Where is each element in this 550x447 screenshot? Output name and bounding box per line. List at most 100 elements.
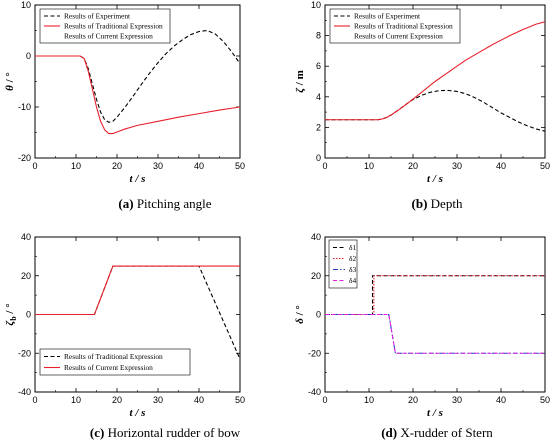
x-tick-label: 20 <box>408 395 418 405</box>
y-tick-label: 2 <box>316 122 321 132</box>
x-tick-label: 10 <box>71 395 81 405</box>
legend-box <box>329 8 461 44</box>
x-tick-label: 50 <box>540 395 550 405</box>
y-axis-label: θ / ° <box>4 72 16 91</box>
legend-box <box>39 348 191 376</box>
series-line-4 <box>325 313 545 354</box>
x-tick-label: 50 <box>540 161 550 171</box>
x-tick-label: 40 <box>496 161 506 171</box>
y-axis-label-part: ζ <box>294 87 306 93</box>
caption-d-text: X-rudder of Stern <box>400 425 493 440</box>
series-line-2 <box>325 275 545 316</box>
series-line-1 <box>325 89 545 132</box>
y-axis-label-part: θ <box>4 85 16 91</box>
y-axis-label-part: / ° <box>4 72 16 85</box>
x-tick-label: 10 <box>364 395 374 405</box>
legend-label-3: δ3 <box>349 265 356 274</box>
y-axis-label-part: ζ <box>4 320 16 326</box>
y-tick-label: 0 <box>316 153 321 163</box>
caption-c-text: Horizontal rudder of bow <box>107 425 241 440</box>
legend-label-1: Results of Experiment <box>354 12 421 21</box>
x-axis-label: t / s <box>427 407 443 419</box>
y-tick-label: 8 <box>316 31 321 41</box>
y-tick-label: 40 <box>311 232 321 242</box>
series-line-1 <box>35 29 240 123</box>
y-axis-label: ζb / ° <box>4 303 18 325</box>
legend-label-4: δ4 <box>349 276 356 285</box>
legend-label-1: Results of Traditional Expression <box>64 352 163 361</box>
y-axis-label-part: δ <box>294 318 306 324</box>
legend-label-2: Results of Current Expression <box>64 363 153 372</box>
chart-a: 0 10 20 30 40 50 -20 -10 0 10 t / s θ / ° Results of… <box>4 0 245 185</box>
legend-label-2: Results of Traditional Expression <box>64 22 163 31</box>
x-tick-label: 40 <box>496 395 506 405</box>
x-tick-label: 10 <box>364 161 374 171</box>
series-line-2 <box>325 21 545 121</box>
x-tick-label: 20 <box>112 161 122 171</box>
legend-label-3: Results of Current Expression <box>354 32 443 41</box>
legend-label-2: δ2 <box>349 254 356 263</box>
legend-label-1: Results of Experiment <box>64 12 131 21</box>
x-tick-label: 50 <box>235 395 245 405</box>
x-tick-label: 20 <box>112 395 122 405</box>
x-tick-label: 0 <box>322 161 327 171</box>
series-line-2 <box>35 55 240 135</box>
y-tick-label: 10 <box>311 0 321 10</box>
chart-c: 0 10 20 30 40 50 -40 -20 0 20 40 t / s ζb / ° Results… <box>4 232 245 419</box>
y-tick-label: 0 <box>26 310 31 320</box>
y-tick-label: 6 <box>316 61 321 71</box>
x-tick-label: 30 <box>153 161 163 171</box>
x-axis-label: t / s <box>130 173 146 185</box>
legend-label-2: Results of Traditional Expression <box>354 22 453 31</box>
x-tick-label: 0 <box>32 395 37 405</box>
y-tick-label: 4 <box>316 92 321 102</box>
y-axis-label-part: / ° <box>294 305 306 318</box>
x-tick-label: 40 <box>194 161 204 171</box>
y-axis-label-part: / ° <box>4 303 16 316</box>
x-tick-label: 30 <box>452 161 462 171</box>
x-tick-label: 0 <box>32 161 37 171</box>
y-tick-label: 0 <box>26 51 31 61</box>
y-tick-label: 0 <box>316 310 321 320</box>
x-axis-label: t / s <box>130 407 146 419</box>
y-tick-label: -40 <box>18 387 31 397</box>
y-axis-label: δ / ° <box>294 305 306 324</box>
series-line-2 <box>35 265 240 316</box>
legend-box <box>39 8 171 44</box>
y-tick-label: 20 <box>311 271 321 281</box>
x-axis-label: t / s <box>427 173 443 185</box>
series-line-1 <box>35 265 240 360</box>
y-tick-label: -40 <box>308 387 321 397</box>
caption-b: (b) Depth <box>327 196 547 212</box>
caption-a-text: Pitching angle <box>136 196 212 211</box>
y-tick-label: 20 <box>21 271 31 281</box>
caption-c: (c) Horizontal rudder of bow <box>35 425 295 441</box>
caption-a-label: (a) <box>118 196 134 211</box>
x-tick-label: 20 <box>408 161 418 171</box>
y-tick-label: -20 <box>18 348 31 358</box>
caption-d-label: (d) <box>381 425 398 440</box>
y-axis-label-part: / m <box>294 70 306 88</box>
x-tick-label: 0 <box>322 395 327 405</box>
chart-b: 0 10 20 30 40 50 0 2 4 6 8 10 t / s ζ / m Results of E… <box>294 0 550 185</box>
y-tick-label: -10 <box>18 102 31 112</box>
legend-label-1: δ1 <box>349 243 356 252</box>
series-line-3 <box>325 313 545 354</box>
x-tick-label: 50 <box>235 161 245 171</box>
y-tick-label: -20 <box>18 153 31 163</box>
caption-a: (a) Pitching angle <box>55 196 275 212</box>
x-tick-label: 30 <box>153 395 163 405</box>
caption-b-label: (b) <box>411 196 428 211</box>
chart-d: 0 10 20 30 40 50 -40 -20 0 20 40 t / s δ / ° δ1 δ2 δ3 δ4 <box>294 232 550 419</box>
y-tick-label: 40 <box>21 232 31 242</box>
x-tick-label: 10 <box>71 161 81 171</box>
y-axis-label: ζ / m <box>294 70 306 93</box>
caption-b-text: Depth <box>430 196 463 211</box>
caption-d: (d) X-rudder of Stern <box>327 425 547 441</box>
y-tick-label: 10 <box>21 0 31 10</box>
y-axis-label-part: b <box>9 316 18 321</box>
y-tick-label: -20 <box>308 348 321 358</box>
x-tick-label: 40 <box>194 395 204 405</box>
series-line-1 <box>325 275 545 316</box>
